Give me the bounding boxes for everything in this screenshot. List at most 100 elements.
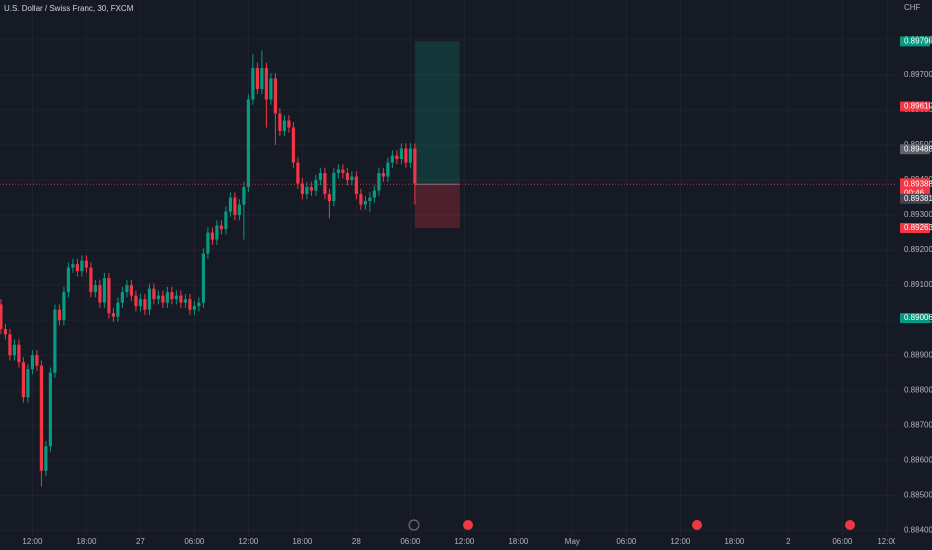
event-icons (408, 519, 855, 531)
candle-body (62, 292, 66, 321)
x-tick-label: 06:00 (400, 537, 421, 546)
candle-body (174, 295, 178, 300)
price-tag-label: 0.89796 (904, 36, 932, 45)
candle-body (17, 344, 21, 363)
candle-body (305, 187, 309, 195)
candle-body (314, 180, 318, 191)
candle-body (35, 355, 39, 366)
candle-body (224, 211, 228, 230)
price-tag (900, 223, 930, 234)
event-icon[interactable] (408, 519, 420, 531)
candle-body (152, 288, 156, 300)
x-tick-label: 12:00 (454, 537, 475, 546)
candle-body (408, 148, 412, 163)
y-tick-label: 0.88500 (904, 490, 932, 499)
y-tick-label: 0.88800 (904, 385, 932, 394)
candle-body (296, 162, 300, 184)
y-tick-label: 0.88700 (904, 420, 932, 429)
candle-body (120, 292, 124, 303)
candle-body (12, 344, 16, 356)
event-icon[interactable] (463, 520, 473, 530)
candle-body (98, 285, 102, 303)
candle-body (192, 306, 196, 310)
candle-body (26, 369, 30, 398)
candle-body (359, 194, 363, 205)
candle-body (395, 155, 399, 160)
x-tick-label: 18:00 (724, 537, 745, 546)
candle-body (318, 173, 322, 181)
price-tag (900, 144, 930, 155)
candle-body (71, 264, 75, 268)
candle-body (354, 176, 358, 195)
candle-body (336, 169, 340, 174)
candle-body (291, 127, 295, 163)
candle-body (57, 309, 61, 321)
candle-body (219, 225, 223, 230)
y-tick-label: 0.88600 (904, 455, 932, 464)
x-tick-label: 12:00 (22, 537, 43, 546)
x-tick-label: 28 (352, 537, 361, 546)
candle-body (183, 299, 187, 303)
x-tick-label: 12:00 (670, 537, 691, 546)
x-tick-label: 12:00 (238, 537, 259, 546)
candle-body (368, 197, 372, 202)
candle-body (84, 260, 88, 268)
candle-body (260, 67, 264, 89)
y-tick-label: 0.89200 (904, 245, 932, 254)
y-tick-label: 0.89100 (904, 280, 932, 289)
candle-body (30, 355, 34, 370)
candle-body (161, 295, 165, 303)
event-icon[interactable] (845, 520, 855, 530)
candle-body (53, 309, 57, 373)
candle-body (390, 155, 394, 163)
candle-body (309, 187, 313, 191)
axis: 0.88400 0.88500 0.88600 0.88700 0.88800 0.889… (900, 35, 932, 534)
x-tick-label: May (565, 537, 580, 546)
event-icon[interactable] (692, 520, 702, 530)
price-tag-label: 0.89610 (904, 102, 932, 111)
candle-body (332, 173, 336, 202)
candle-body (147, 288, 151, 310)
candle-body (89, 267, 93, 293)
candle-body (116, 302, 120, 317)
candle-body (399, 148, 403, 160)
candle-body (138, 299, 142, 307)
candle-body (93, 285, 97, 293)
candle-body (377, 173, 381, 191)
candle-body (327, 194, 331, 202)
candle-body (345, 173, 349, 181)
price-tag (900, 193, 930, 204)
candle-body (278, 113, 282, 132)
y-tick-label: 0.89700 (904, 70, 932, 79)
currency: CHF (904, 3, 921, 12)
candle-body (381, 173, 385, 177)
y-tick-label: 0.88400 (904, 525, 932, 534)
candle-body (188, 299, 192, 310)
candle-body (143, 299, 147, 310)
candle-body (237, 204, 241, 216)
price-tag (900, 178, 930, 197)
x-tick-label: 06:00 (832, 537, 853, 546)
candle-body (251, 67, 255, 100)
candle-body (323, 173, 327, 195)
candle-body (287, 120, 291, 128)
x-tick-label: 12:00 (877, 537, 898, 546)
candle-body (165, 292, 169, 303)
candle-body (300, 183, 304, 195)
candle-body (372, 190, 376, 198)
target-zone (414, 41, 460, 185)
price-tag (900, 313, 930, 324)
candle-body (170, 292, 174, 300)
candle-body (125, 285, 129, 293)
x-tick-label: 2 (786, 537, 791, 546)
price-tag-label: 0.89388 (904, 179, 932, 188)
grid (0, 0, 895, 537)
candle-body (111, 313, 115, 317)
candle-body (363, 201, 367, 205)
candle-body (102, 278, 106, 303)
y-tick-label: 0.89300 (904, 210, 932, 219)
price-tag-label: 0.89263 (904, 223, 932, 232)
candle-body (264, 67, 268, 100)
price-tag-label: 0.89381 (904, 194, 932, 203)
